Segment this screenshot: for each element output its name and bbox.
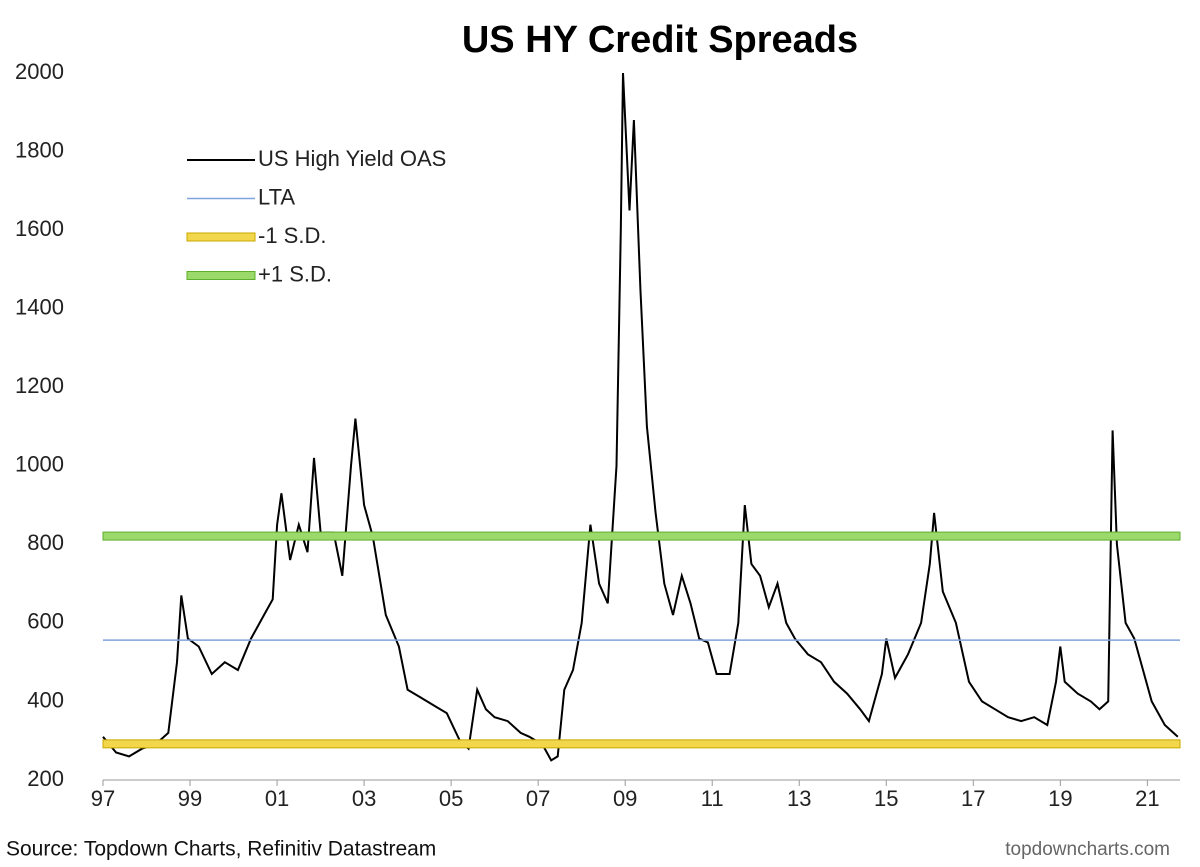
legend-label: LTA — [258, 184, 295, 209]
source: Source: Topdown Charts, Refinitiv Datast… — [6, 838, 436, 861]
chart-title: US HY Credit Spreads — [462, 19, 858, 61]
legend-swatch — [186, 271, 256, 280]
x-tick-label: 09 — [613, 786, 637, 811]
y-tick-label: 1600 — [15, 216, 64, 241]
x-tick-label: 99 — [178, 786, 202, 811]
reference-band — [102, 739, 1181, 749]
y-tick-label: 2000 — [15, 59, 64, 84]
x-tick-label: 05 — [439, 786, 463, 811]
series-line — [102, 72, 1179, 762]
x-tick-label: 17 — [961, 786, 985, 811]
y-tick-label: 1200 — [15, 373, 64, 398]
y-tick-label: 400 — [27, 687, 64, 712]
legend-label: -1 S.D. — [258, 223, 326, 248]
y-tick-label: 200 — [27, 766, 64, 791]
y-tick-label: 800 — [27, 530, 64, 555]
x-tick-label: 11 — [701, 786, 724, 811]
x-tick-label: 15 — [874, 786, 898, 811]
y-tick-label: 600 — [27, 609, 64, 634]
x-tick-label: 21 — [1135, 786, 1159, 811]
reference-band — [102, 531, 1181, 541]
y-tick-label: 1800 — [15, 137, 64, 162]
x-tick-label: 01 — [265, 786, 289, 811]
x-tick-label: 97 — [91, 786, 115, 811]
x-tick-label: 03 — [352, 786, 376, 811]
x-tick-label: 07 — [526, 786, 550, 811]
watermark: topdowncharts.com — [1005, 839, 1170, 860]
legend-swatch — [186, 232, 256, 242]
y-tick-label: 1000 — [15, 452, 64, 477]
legend-label: US High Yield OAS — [258, 146, 446, 171]
x-tick-label: 19 — [1048, 786, 1072, 811]
legend-label: +1 S.D. — [258, 261, 332, 286]
y-tick-label: 1400 — [15, 294, 64, 319]
x-tick-label: 13 — [787, 786, 811, 811]
